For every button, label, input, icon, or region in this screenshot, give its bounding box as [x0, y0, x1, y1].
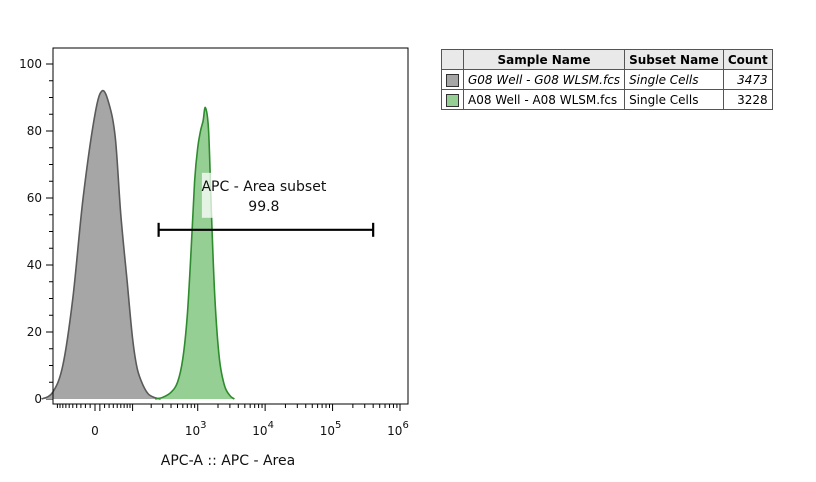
legend-swatch-cell — [441, 89, 464, 110]
legend-sample-name: G08 Well - G08 WLSM.fcs — [462, 69, 626, 90]
series-line-2 — [154, 106, 235, 400]
legend-subset-name: Single Cells — [624, 89, 724, 110]
legend-header-row: Sample Name Subset Name Count — [441, 49, 773, 70]
legend-header-swatch — [441, 49, 464, 70]
y-tick-label: 80 — [27, 124, 42, 138]
plot-frame — [52, 47, 409, 405]
legend-header-sample: Sample Name — [462, 49, 626, 70]
gate-name: APC - Area subset — [201, 179, 326, 195]
histogram-series — [41, 89, 235, 400]
x-tick-label: 104 — [252, 420, 274, 438]
y-tick-label: 100 — [19, 57, 42, 71]
series-area-2 — [155, 107, 235, 399]
y-tick-label: 40 — [27, 258, 42, 272]
y-axis: 0 20 40 60 80 100 — [19, 57, 53, 406]
series-line-1 — [41, 89, 161, 400]
legend-header-subset: Subset Name — [624, 49, 724, 70]
legend-swatch-cell — [441, 69, 464, 90]
y-tick-label: 60 — [27, 191, 42, 205]
y-tick-label: 20 — [27, 325, 42, 339]
legend-count: 3473 — [722, 69, 773, 90]
y-tick-label: 0 — [34, 392, 42, 406]
legend-count: 3228 — [722, 89, 773, 110]
legend-swatch — [446, 73, 459, 87]
gate-label-background — [201, 172, 326, 218]
gate[interactable]: APC - Area subset 99.8 — [157, 172, 375, 237]
legend-row[interactable]: G08 Well - G08 WLSM.fcs Single Cells 347… — [441, 69, 773, 90]
x-tick-label: 0 — [91, 424, 99, 438]
gate-value: 99.8 — [248, 199, 279, 215]
series-area-1 — [41, 90, 161, 399]
legend-row[interactable]: A08 Well - A08 WLSM.fcs Single Cells 322… — [441, 89, 773, 110]
x-axis-title: APC-A :: APC - Area — [161, 453, 295, 469]
x-tick-label: 103 — [185, 420, 207, 438]
legend-swatch — [446, 93, 459, 107]
legend-sample-name: A08 Well - A08 WLSM.fcs — [462, 89, 626, 110]
legend-header-count: Count — [722, 49, 773, 70]
legend-subset-name: Single Cells — [624, 69, 724, 90]
sample-legend-table: Sample Name Subset Name Count G08 Well -… — [441, 49, 773, 110]
x-axis: 0 103 104 105 106 — [56, 404, 409, 438]
x-tick-label: 106 — [387, 420, 409, 438]
x-tick-label: 105 — [320, 420, 342, 438]
